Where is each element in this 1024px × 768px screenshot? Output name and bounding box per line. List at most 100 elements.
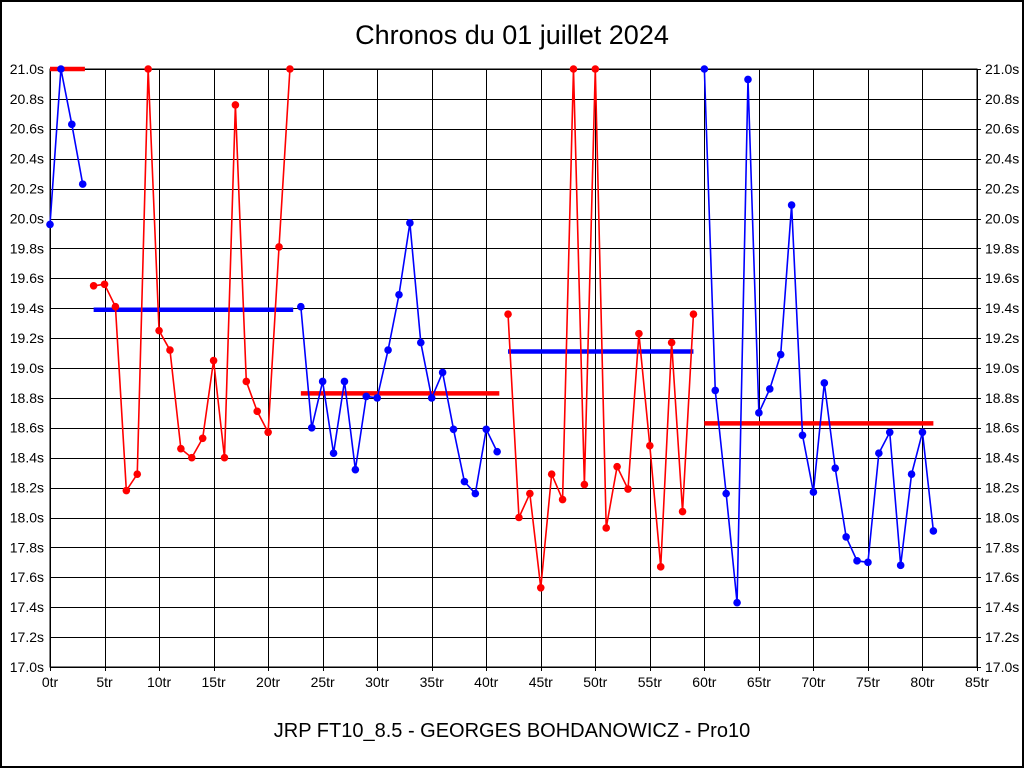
stint-4-point [580, 480, 589, 489]
x-tick-label: 70tr [801, 674, 825, 690]
y-tick-label-right: 18.8s [985, 390, 1019, 406]
stint-4-point [536, 583, 545, 592]
x-tick-label: 55tr [638, 674, 662, 690]
y-tick-label-right: 21.0s [985, 61, 1019, 77]
y-tick-label-left: 18.8s [10, 390, 44, 406]
x-tick-label: 40tr [474, 674, 498, 690]
y-tick-label-left: 19.2s [10, 330, 44, 346]
stint-3-point [297, 302, 305, 311]
x-tick-label: 20tr [256, 674, 280, 690]
x-tick-label: 25tr [311, 674, 335, 690]
stint-5-point [798, 431, 807, 440]
y-tick-label-right: 17.4s [985, 599, 1019, 615]
stint-5-point [820, 379, 829, 387]
stint-5-point [885, 428, 894, 437]
stint-1-point [57, 65, 65, 73]
stint-3-point [449, 425, 458, 434]
stint-4-point [515, 513, 523, 522]
stint-1-point [46, 220, 54, 229]
y-tick-label-left: 20.4s [10, 151, 44, 167]
stint-2-point [286, 65, 294, 73]
stint-2-point [144, 65, 152, 73]
stint-5-point [765, 385, 774, 393]
y-tick-label-right: 20.4s [985, 151, 1019, 167]
stint-4-point [689, 310, 698, 318]
stint-4-point [569, 65, 578, 73]
x-tick-label: 0tr [42, 674, 59, 690]
stint-1-point [68, 120, 76, 129]
y-tick-label-left: 20.6s [10, 121, 44, 137]
stint-3-point [318, 377, 327, 386]
y-tick-label-right: 19.4s [985, 300, 1019, 316]
stint-1-line [49, 68, 84, 225]
x-tick-label: 60tr [692, 674, 716, 690]
y-tick-label-left: 20.8s [10, 91, 44, 107]
stint-4-point [591, 65, 600, 73]
stint-5-point [722, 489, 730, 498]
y-tick-label-right: 20.2s [985, 181, 1019, 197]
x-tick-label: 45tr [529, 674, 553, 690]
y-tick-label-left: 17.8s [10, 539, 44, 555]
y-tick-label-left: 18.6s [10, 420, 44, 436]
stint-2-point [122, 486, 131, 495]
stint-2-point [155, 326, 163, 335]
stint-5-point [918, 428, 927, 437]
y-tick-label-right: 19.0s [985, 360, 1019, 376]
stint-4-point [547, 470, 556, 478]
stint-4-point [613, 462, 621, 471]
y-tick-label-right: 17.0s [985, 659, 1019, 675]
x-tick-label: 50tr [583, 674, 607, 690]
stint-5-point [875, 449, 883, 458]
y-tick-label-right: 20.0s [985, 210, 1019, 226]
stint-3-point [373, 394, 381, 402]
stint-5-point [744, 75, 752, 84]
stint-3-point [438, 368, 447, 377]
stint-2-point [187, 453, 196, 462]
y-tick-label-left: 19.6s [10, 270, 44, 286]
stint-4-point [624, 485, 632, 493]
stint-1-point [78, 180, 87, 188]
stint-3-point [340, 377, 349, 386]
chart-footer: JRP FT10_8.5 - GEORGES BOHDANOWICZ - Pro… [273, 720, 751, 742]
y-tick-label-right: 19.6s [985, 270, 1019, 286]
stint-3-point [406, 219, 414, 227]
stint-2-point [198, 434, 207, 443]
stint-5-point [700, 65, 709, 73]
stint-3-point [307, 424, 316, 432]
y-tick-label-left: 19.4s [10, 300, 44, 316]
stint-5-point [711, 386, 720, 395]
stint-4-point [558, 495, 567, 504]
y-tick-label-left: 18.0s [10, 509, 44, 525]
stint-2-point [209, 356, 218, 365]
y-tick-label-left: 21.0s [10, 61, 44, 77]
stint-3-point [395, 290, 403, 299]
x-tick-label: 75tr [856, 674, 880, 690]
x-tick-label: 65tr [747, 674, 771, 690]
stint-2-point [264, 428, 272, 437]
stint-5-point [853, 557, 861, 565]
stint-3-point [362, 392, 371, 401]
stint-4-line [507, 68, 695, 588]
stint-5-point [776, 350, 785, 359]
stint-3-point [460, 477, 469, 486]
y-tick-label-left: 17.2s [10, 629, 44, 645]
stint-5-point [842, 533, 850, 541]
chart-title: Chronos du 01 juillet 2024 [355, 20, 669, 50]
y-tick-label-left: 20.0s [10, 210, 44, 226]
x-tick-label: 85tr [965, 674, 989, 690]
y-tick-label-left: 19.8s [10, 240, 44, 256]
stint-3-point [329, 449, 338, 458]
y-tick-label-right: 18.0s [985, 509, 1019, 525]
x-tick-label: 80tr [910, 674, 934, 690]
y-tick-label-left: 17.6s [10, 569, 44, 585]
stint-3-point [493, 447, 501, 456]
stint-3-point [427, 394, 436, 402]
y-tick-label-right: 17.8s [985, 539, 1019, 555]
y-tick-label-left: 17.0s [10, 659, 44, 675]
stint-3-point [417, 338, 425, 347]
stint-5-point [907, 470, 916, 478]
y-tick-label-left: 18.2s [10, 480, 44, 496]
stint-3-point [482, 425, 491, 434]
stint-2-point [166, 346, 174, 354]
